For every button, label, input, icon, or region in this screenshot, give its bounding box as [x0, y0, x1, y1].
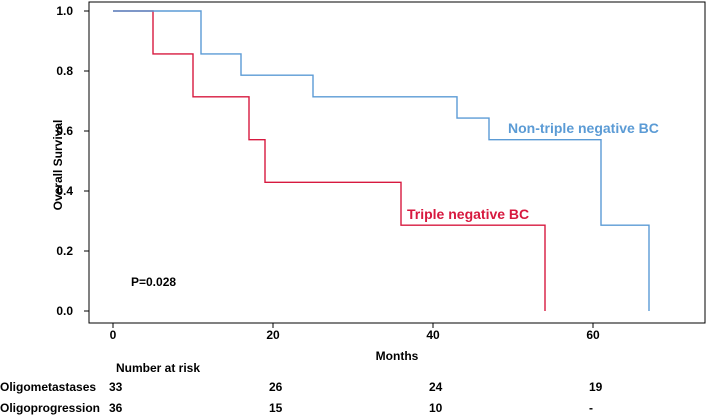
x-axis: 0 20 40 60 — [110, 323, 600, 342]
y-tick-label: 1.0 — [56, 4, 73, 18]
risk-table-values: 33 26 24 19 36 15 10 - — [109, 380, 603, 415]
y-tick-label: 0.2 — [56, 244, 73, 258]
y-tick-label: 0.4 — [56, 184, 73, 198]
x-tick-label: 40 — [426, 328, 440, 342]
risk-value: 24 — [429, 380, 443, 394]
risk-value: 10 — [429, 401, 443, 415]
series-line-0 — [113, 10, 546, 311]
risk-table-title: Number at risk — [116, 361, 200, 375]
risk-value: 26 — [269, 380, 283, 394]
risk-value: - — [589, 401, 593, 415]
y-tick-label: 0.8 — [56, 64, 73, 78]
risk-value: 33 — [109, 380, 123, 394]
risk-value: 36 — [109, 401, 123, 415]
x-tick-label: 20 — [266, 328, 280, 342]
y-tick-label: 0.6 — [56, 124, 73, 138]
risk-row-label-oligoprogression: Oligoprogression — [0, 401, 100, 415]
y-axis: 0.0 0.2 0.4 0.6 0.8 1.0 — [56, 4, 89, 318]
series-layer — [113, 10, 650, 311]
x-axis-title: Months — [376, 349, 419, 363]
risk-value: 15 — [269, 401, 283, 415]
risk-row-label-oligometastases: Oligometastases — [0, 380, 96, 394]
plot-frame — [88, 1, 706, 324]
y-axis-title: Overall Survival — [51, 120, 65, 211]
y-tick-label: 0.0 — [56, 304, 73, 318]
x-tick-label: 0 — [110, 328, 117, 342]
label-non-triple-negative: Non-triple negative BC — [508, 120, 659, 136]
risk-value: 19 — [589, 380, 603, 394]
series-line-1 — [113, 10, 650, 311]
label-triple-negative: Triple negative BC — [407, 206, 529, 222]
x-tick-label: 60 — [586, 328, 600, 342]
p-value-annotation: P=0.028 — [131, 275, 176, 289]
